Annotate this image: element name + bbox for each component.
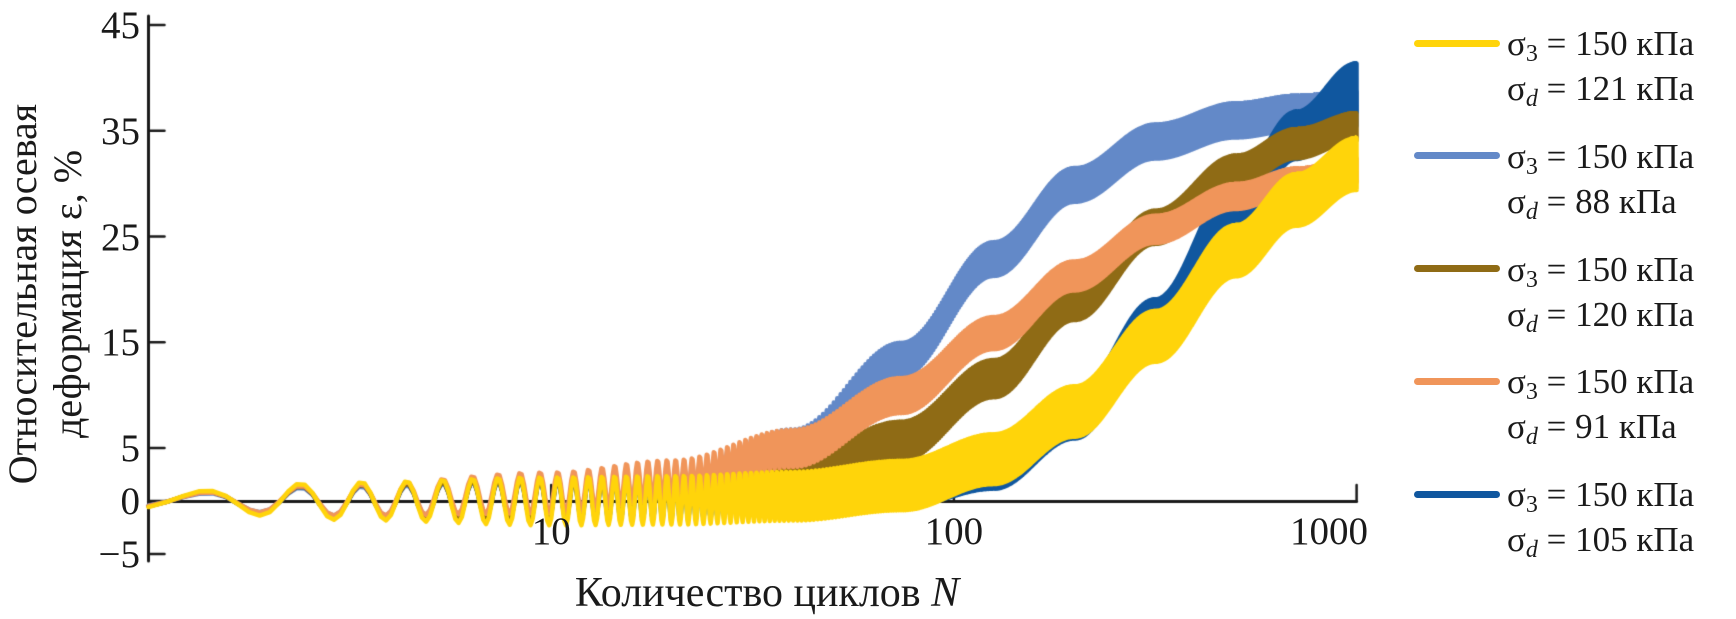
y-tick-label-45: 45 <box>101 3 140 47</box>
y-tick-label-0: 0 <box>120 480 141 523</box>
y-tick-label-5: 5 <box>120 427 141 471</box>
x-axis-label-text: Количество циклов <box>574 570 932 616</box>
y-tick-label-35: 35 <box>101 109 140 153</box>
x-axis-label: Количество циклов N <box>460 571 1074 615</box>
x-tick-label-10: 10 <box>531 510 571 553</box>
x-tick-label-1000: 1000 <box>1290 510 1368 553</box>
x-tick-label-100: 100 <box>924 510 984 553</box>
y-tick-label--5: −5 <box>98 532 141 576</box>
x-axis-label-variable: N <box>931 570 960 616</box>
y-tick-label-15: 15 <box>101 321 140 365</box>
y-tick-label-25: 25 <box>101 215 140 259</box>
